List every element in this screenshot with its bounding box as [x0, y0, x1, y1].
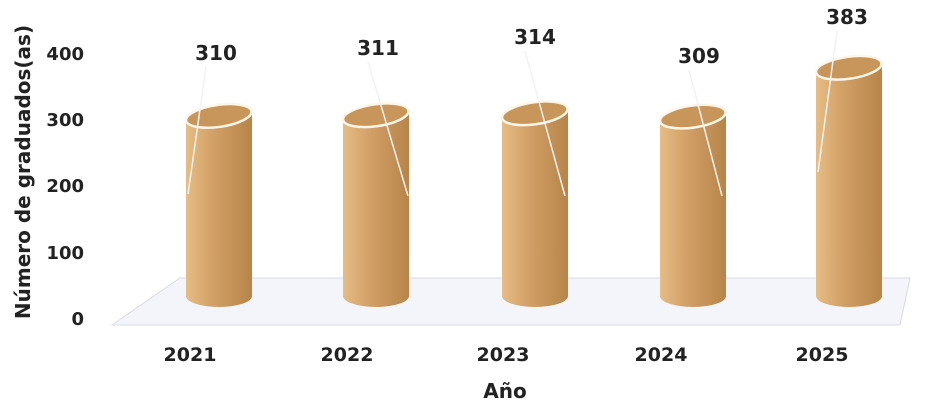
- bar-top: [658, 103, 727, 130]
- y-axis-title: Número de graduados(as): [11, 25, 35, 319]
- data-label: 311: [357, 36, 399, 60]
- bar: [816, 66, 882, 307]
- leader-line: [817, 30, 838, 173]
- leader-line: [524, 50, 566, 197]
- bar: [343, 113, 409, 308]
- x-axis-title: Año: [483, 379, 526, 403]
- y-tick-label: 200: [46, 176, 84, 197]
- leader-line: [187, 66, 207, 195]
- data-label: 383: [826, 5, 868, 29]
- x-tick-label: 2025: [796, 344, 849, 366]
- leader-line: [367, 61, 409, 197]
- leader-line: [688, 69, 723, 197]
- x-axis: 2021 2022 2023 2024 2025: [164, 344, 849, 366]
- bar-group: 310 311 314 309 383: [184, 5, 883, 308]
- y-tick-label: 300: [46, 110, 84, 131]
- x-tick-label: 2024: [635, 344, 688, 366]
- y-tick-label: 400: [46, 44, 84, 65]
- data-label: 310: [195, 41, 237, 65]
- y-axis: 0 100 200 300 400: [46, 44, 84, 330]
- data-label: 314: [514, 25, 556, 49]
- bar-top: [341, 102, 410, 129]
- data-label: 309: [678, 44, 720, 68]
- bar: [660, 115, 726, 307]
- bar-top: [500, 100, 569, 127]
- x-tick-label: 2022: [321, 344, 374, 366]
- x-tick-label: 2021: [164, 344, 217, 366]
- y-tick-label: 0: [71, 309, 84, 330]
- x-tick-label: 2023: [477, 344, 530, 366]
- bar-top: [184, 102, 253, 129]
- y-tick-label: 100: [46, 243, 84, 264]
- bar: [186, 114, 252, 308]
- bar: [502, 111, 568, 307]
